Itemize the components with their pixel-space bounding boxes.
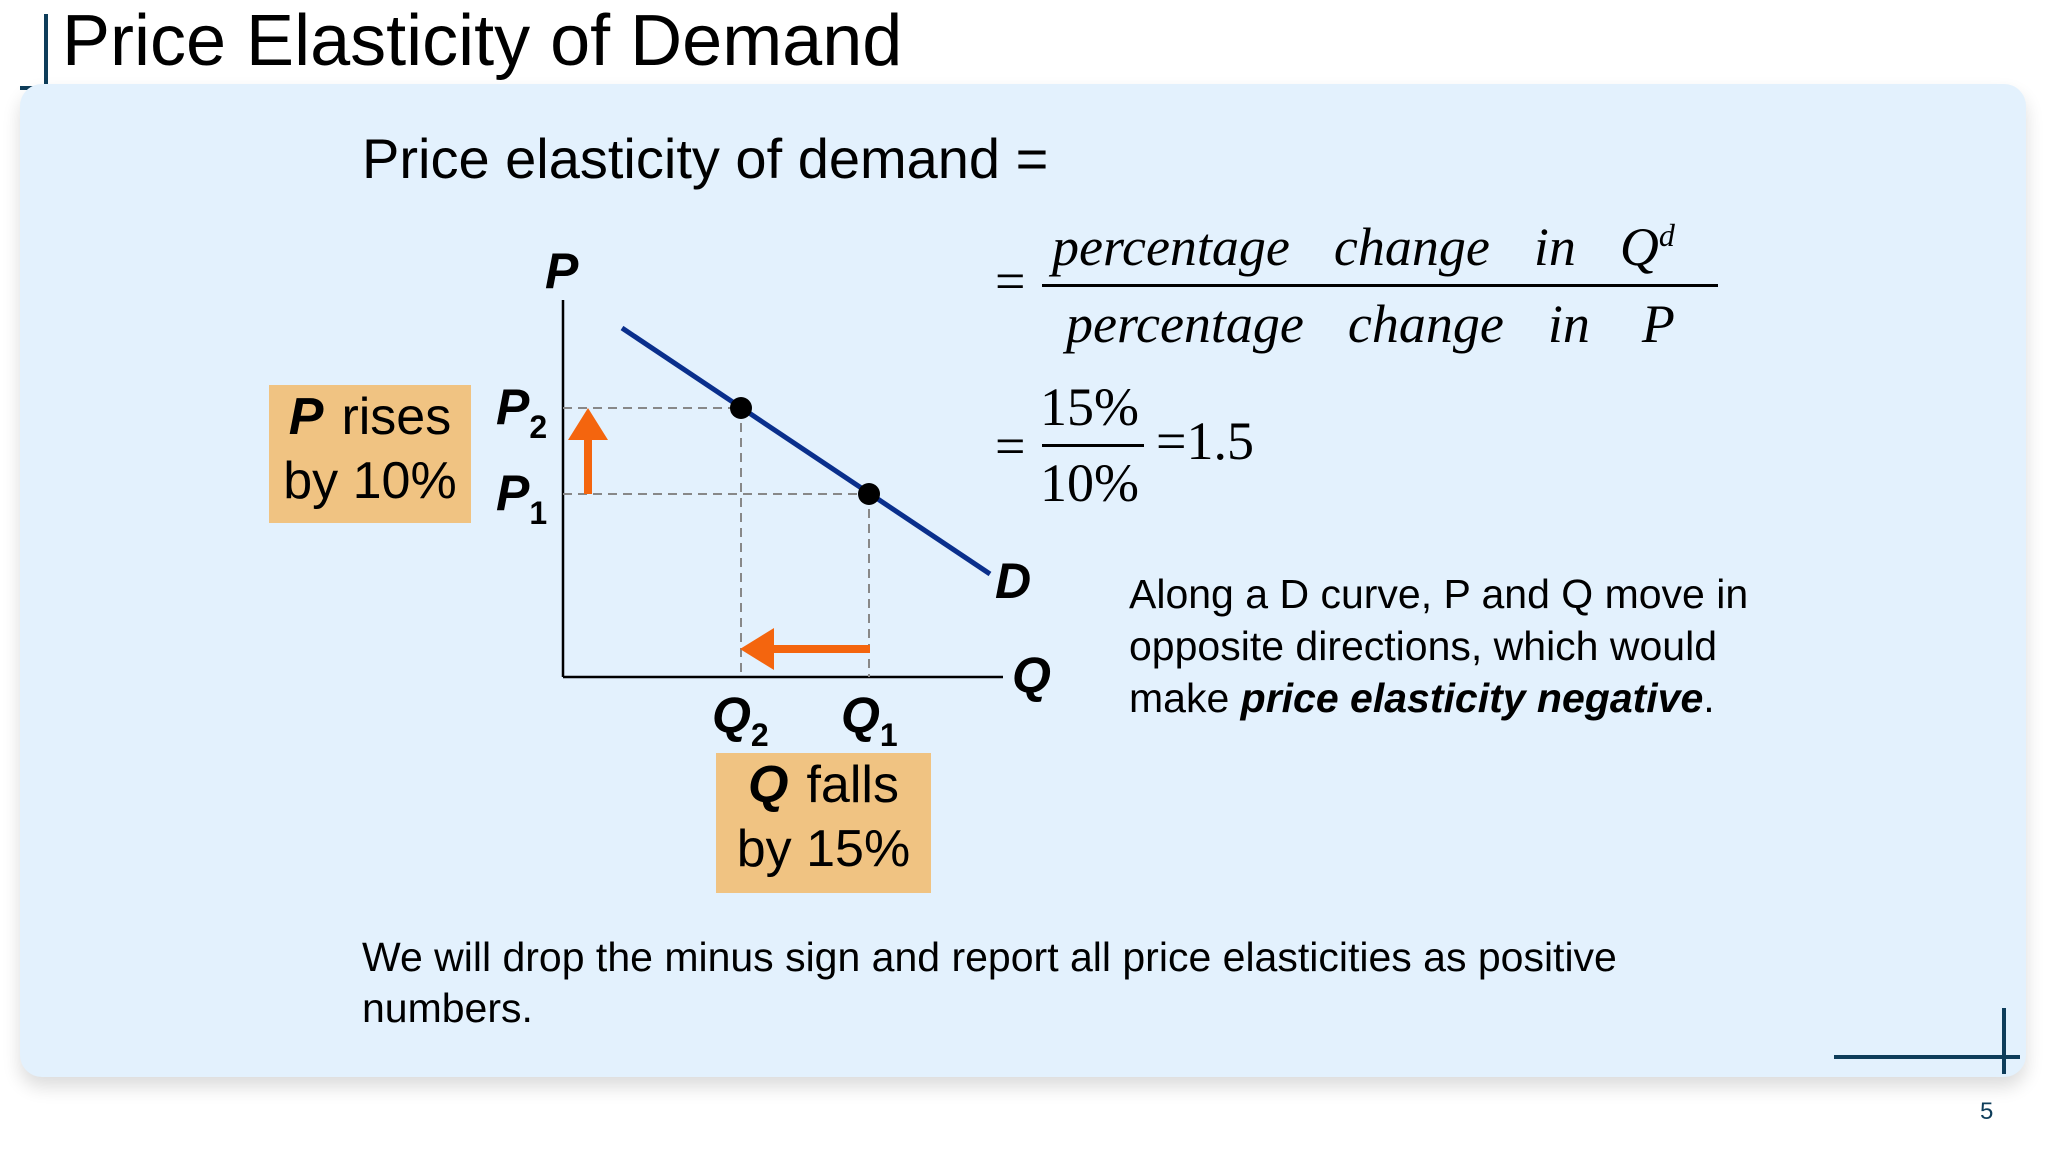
formula-denominator: percentage change in P (1066, 293, 1675, 355)
price-box-line-2: by 10% (283, 452, 457, 510)
corner-horizontal-line (1834, 1055, 2020, 1059)
p1-subscript: 1 (529, 495, 547, 531)
quantity-box-line-2: by 15% (736, 820, 911, 878)
quantity-box-verb: falls (806, 756, 899, 814)
denominator-word-4: P (1641, 294, 1675, 354)
point-p1-q1 (858, 483, 880, 505)
price-box-verb: rises (341, 388, 452, 446)
note-period: . (1703, 675, 1715, 721)
formula-fraction-bar (1042, 284, 1718, 287)
content-panel (20, 84, 2026, 1077)
note-text: Along a D curve, P and Q move in opposit… (1129, 571, 1749, 721)
denominator-word-1: percentage (1066, 294, 1304, 354)
demand-curve-label: D (995, 553, 1031, 609)
note-emphasis: price elasticity negative (1240, 675, 1704, 721)
demand-curve (620, 325, 992, 577)
footer-note: We will drop the minus sign and report a… (362, 934, 1617, 1031)
q1-label: Q1 (841, 687, 898, 753)
q2-subscript: 2 (751, 717, 769, 753)
numeric-fraction-bar (1042, 444, 1144, 447)
slide-heading: Price elasticity of demand = (362, 127, 1049, 190)
formula-equals-1: = (995, 251, 1026, 311)
q1-subscript: 1 (880, 717, 898, 753)
y-axis-label: P (545, 243, 579, 299)
corner-vertical-line (2002, 1008, 2006, 1074)
q2-label: Q2 (712, 687, 769, 753)
slide-title: Price Elasticity of Demand (62, 1, 903, 81)
numerator-variable: Q (1619, 217, 1659, 277)
numeric-numerator: 15% (1040, 377, 1139, 437)
price-rise-arrow (568, 408, 608, 494)
quantity-fall-arrow (740, 628, 870, 670)
formula-result: =1.5 (1156, 411, 1254, 471)
opposite-direction-note: Along a D curve, P and Q move in opposit… (1129, 568, 1749, 724)
title-vertical-tick (44, 14, 48, 110)
numerator-superscript: d (1658, 217, 1675, 253)
denominator-word-3: in (1547, 294, 1590, 354)
numerator-word-3: in (1533, 217, 1576, 277)
denominator-word-2: change (1347, 294, 1504, 354)
x-axis-label: Q (1012, 647, 1051, 703)
p2-subscript: 2 (529, 409, 547, 445)
p1-label: P1 (496, 465, 547, 531)
numeric-denominator: 10% (1040, 453, 1139, 513)
page-number: 5 (1980, 1098, 1994, 1125)
numerator-word-1: percentage (1052, 217, 1290, 277)
p2-label: P2 (496, 379, 547, 445)
formula-equals-2: = (995, 416, 1026, 476)
formula-numerator: percentage change in Qd (1052, 216, 1675, 278)
price-box-variable: P (288, 388, 324, 446)
numerator-word-2: change (1333, 217, 1490, 277)
quantity-box-variable: Q (748, 756, 789, 814)
point-p2-q2 (730, 397, 752, 419)
